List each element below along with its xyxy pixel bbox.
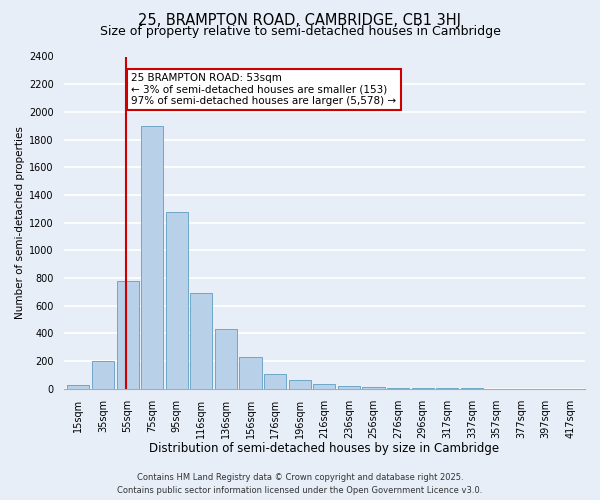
Y-axis label: Number of semi-detached properties: Number of semi-detached properties <box>15 126 25 319</box>
Text: Contains HM Land Registry data © Crown copyright and database right 2025.
Contai: Contains HM Land Registry data © Crown c… <box>118 474 482 495</box>
Bar <box>92 361 114 388</box>
Bar <box>289 380 311 388</box>
Bar <box>141 126 163 388</box>
Bar <box>313 384 335 388</box>
Bar <box>166 212 188 388</box>
Bar <box>239 357 262 388</box>
Bar <box>116 282 139 389</box>
Text: Size of property relative to semi-detached houses in Cambridge: Size of property relative to semi-detach… <box>100 25 500 38</box>
Bar <box>67 386 89 388</box>
Text: 25, BRAMPTON ROAD, CAMBRIDGE, CB1 3HJ: 25, BRAMPTON ROAD, CAMBRIDGE, CB1 3HJ <box>139 12 461 28</box>
X-axis label: Distribution of semi-detached houses by size in Cambridge: Distribution of semi-detached houses by … <box>149 442 499 455</box>
Bar <box>338 386 360 388</box>
Bar <box>215 328 237 388</box>
Bar <box>190 292 212 388</box>
Bar <box>264 374 286 388</box>
Text: 25 BRAMPTON ROAD: 53sqm
← 3% of semi-detached houses are smaller (153)
97% of se: 25 BRAMPTON ROAD: 53sqm ← 3% of semi-det… <box>131 73 397 106</box>
